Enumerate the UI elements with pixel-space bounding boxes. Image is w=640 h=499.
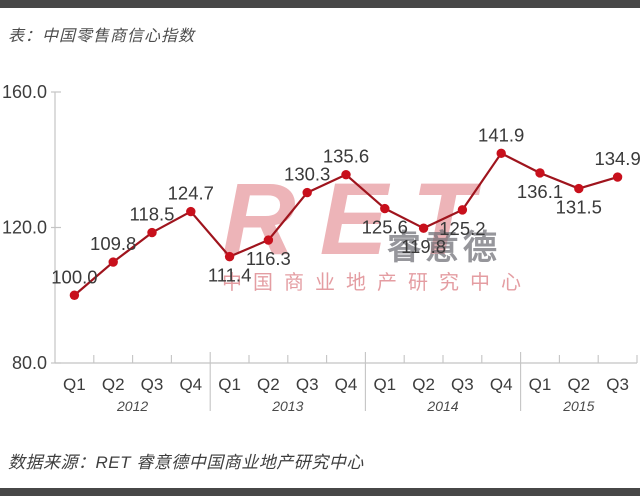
quarter-label: Q1 — [529, 375, 552, 394]
year-label: 2015 — [562, 398, 594, 414]
data-point — [574, 183, 584, 194]
data-point — [69, 290, 80, 300]
quarter-label: Q2 — [257, 375, 280, 394]
quarter-label: Q4 — [335, 375, 358, 394]
data-point — [302, 187, 312, 198]
value-label: 100.0 — [51, 266, 97, 287]
quarter-label: Q2 — [412, 375, 435, 394]
data-point — [341, 169, 351, 180]
quarter-label: Q2 — [567, 375, 590, 394]
year-label: 2012 — [116, 398, 148, 414]
data-point — [380, 203, 390, 214]
data-point — [535, 168, 545, 178]
value-label: 116.3 — [246, 248, 291, 269]
quarter-label: Q2 — [102, 375, 125, 394]
value-label: 111.4 — [208, 265, 252, 286]
data-point — [108, 257, 118, 267]
top-border-bar — [0, 0, 640, 8]
y-tick-label: 80.0 — [12, 353, 47, 373]
data-source: 数据来源：RET 睿意德中国商业地产研究中心 — [8, 453, 364, 472]
value-label: 130.3 — [284, 164, 330, 185]
value-label: 141.9 — [478, 124, 524, 145]
value-label: 125.6 — [362, 217, 408, 238]
data-point — [147, 227, 157, 238]
value-label: 118.5 — [130, 204, 175, 225]
quarter-label: Q3 — [141, 375, 164, 394]
quarter-label: Q1 — [63, 375, 86, 394]
value-label: 135.6 — [323, 146, 369, 167]
quarter-label: Q4 — [179, 375, 202, 394]
data-point — [224, 251, 235, 262]
data-point — [418, 223, 429, 233]
quarter-label: Q3 — [606, 375, 629, 394]
chart-caption: 表：中国零售商信心指数 — [8, 28, 196, 45]
year-label: 2013 — [271, 398, 303, 414]
quarter-label: Q1 — [373, 375, 396, 394]
value-label: 136.1 — [517, 181, 563, 202]
y-tick-label: 160.0 — [2, 82, 47, 102]
quarter-label: Q1 — [218, 375, 241, 394]
data-point — [457, 205, 468, 215]
year-label: 2014 — [426, 398, 458, 414]
value-label: 134.9 — [594, 148, 640, 169]
data-point — [263, 235, 274, 245]
data-point — [496, 148, 506, 159]
y-tick-label: 120.0 — [2, 218, 47, 238]
quarter-label: Q3 — [451, 375, 474, 394]
quarter-label: Q3 — [296, 375, 319, 394]
quarter-label: Q4 — [490, 375, 513, 394]
value-label: 125.2 — [439, 218, 485, 239]
value-label: 131.5 — [556, 197, 602, 218]
value-label: 124.7 — [168, 183, 214, 204]
data-point — [186, 206, 196, 217]
value-label: 109.8 — [90, 233, 136, 254]
bottom-border-bar — [0, 488, 640, 496]
data-point — [612, 172, 623, 182]
value-label: 119.8 — [401, 236, 446, 257]
